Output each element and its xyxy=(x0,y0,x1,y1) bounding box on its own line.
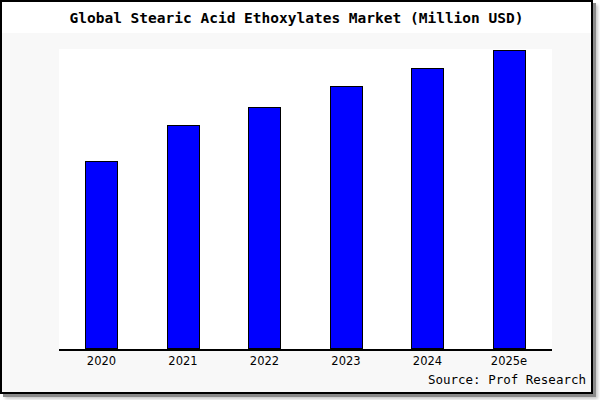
bar-2024 xyxy=(411,68,444,349)
bar-2021 xyxy=(167,125,200,349)
bar-2022 xyxy=(248,107,281,349)
x-tick-label-2020: 2020 xyxy=(67,354,137,368)
bar-2020 xyxy=(85,161,118,349)
chart-title: Global Stearic Acid Ethoxylates Market (… xyxy=(70,10,524,26)
bar-2025e xyxy=(493,50,526,349)
x-tick-label-2025e: 2025e xyxy=(474,354,544,368)
x-tick-label-2022: 2022 xyxy=(230,354,300,368)
plot-area xyxy=(59,49,552,351)
x-tick-label-2024: 2024 xyxy=(393,354,463,368)
x-tick-label-2021: 2021 xyxy=(148,354,218,368)
source-credit: Source: Prof Research xyxy=(428,372,586,387)
bar-2023 xyxy=(330,86,363,349)
chart-frame: Global Stearic Acid Ethoxylates Market (… xyxy=(0,0,593,394)
x-axis-labels: 2020 2021 2022 2023 2024 2025e xyxy=(59,354,552,370)
chart-title-band: Global Stearic Acid Ethoxylates Market (… xyxy=(2,2,591,33)
x-tick-label-2023: 2023 xyxy=(311,354,381,368)
